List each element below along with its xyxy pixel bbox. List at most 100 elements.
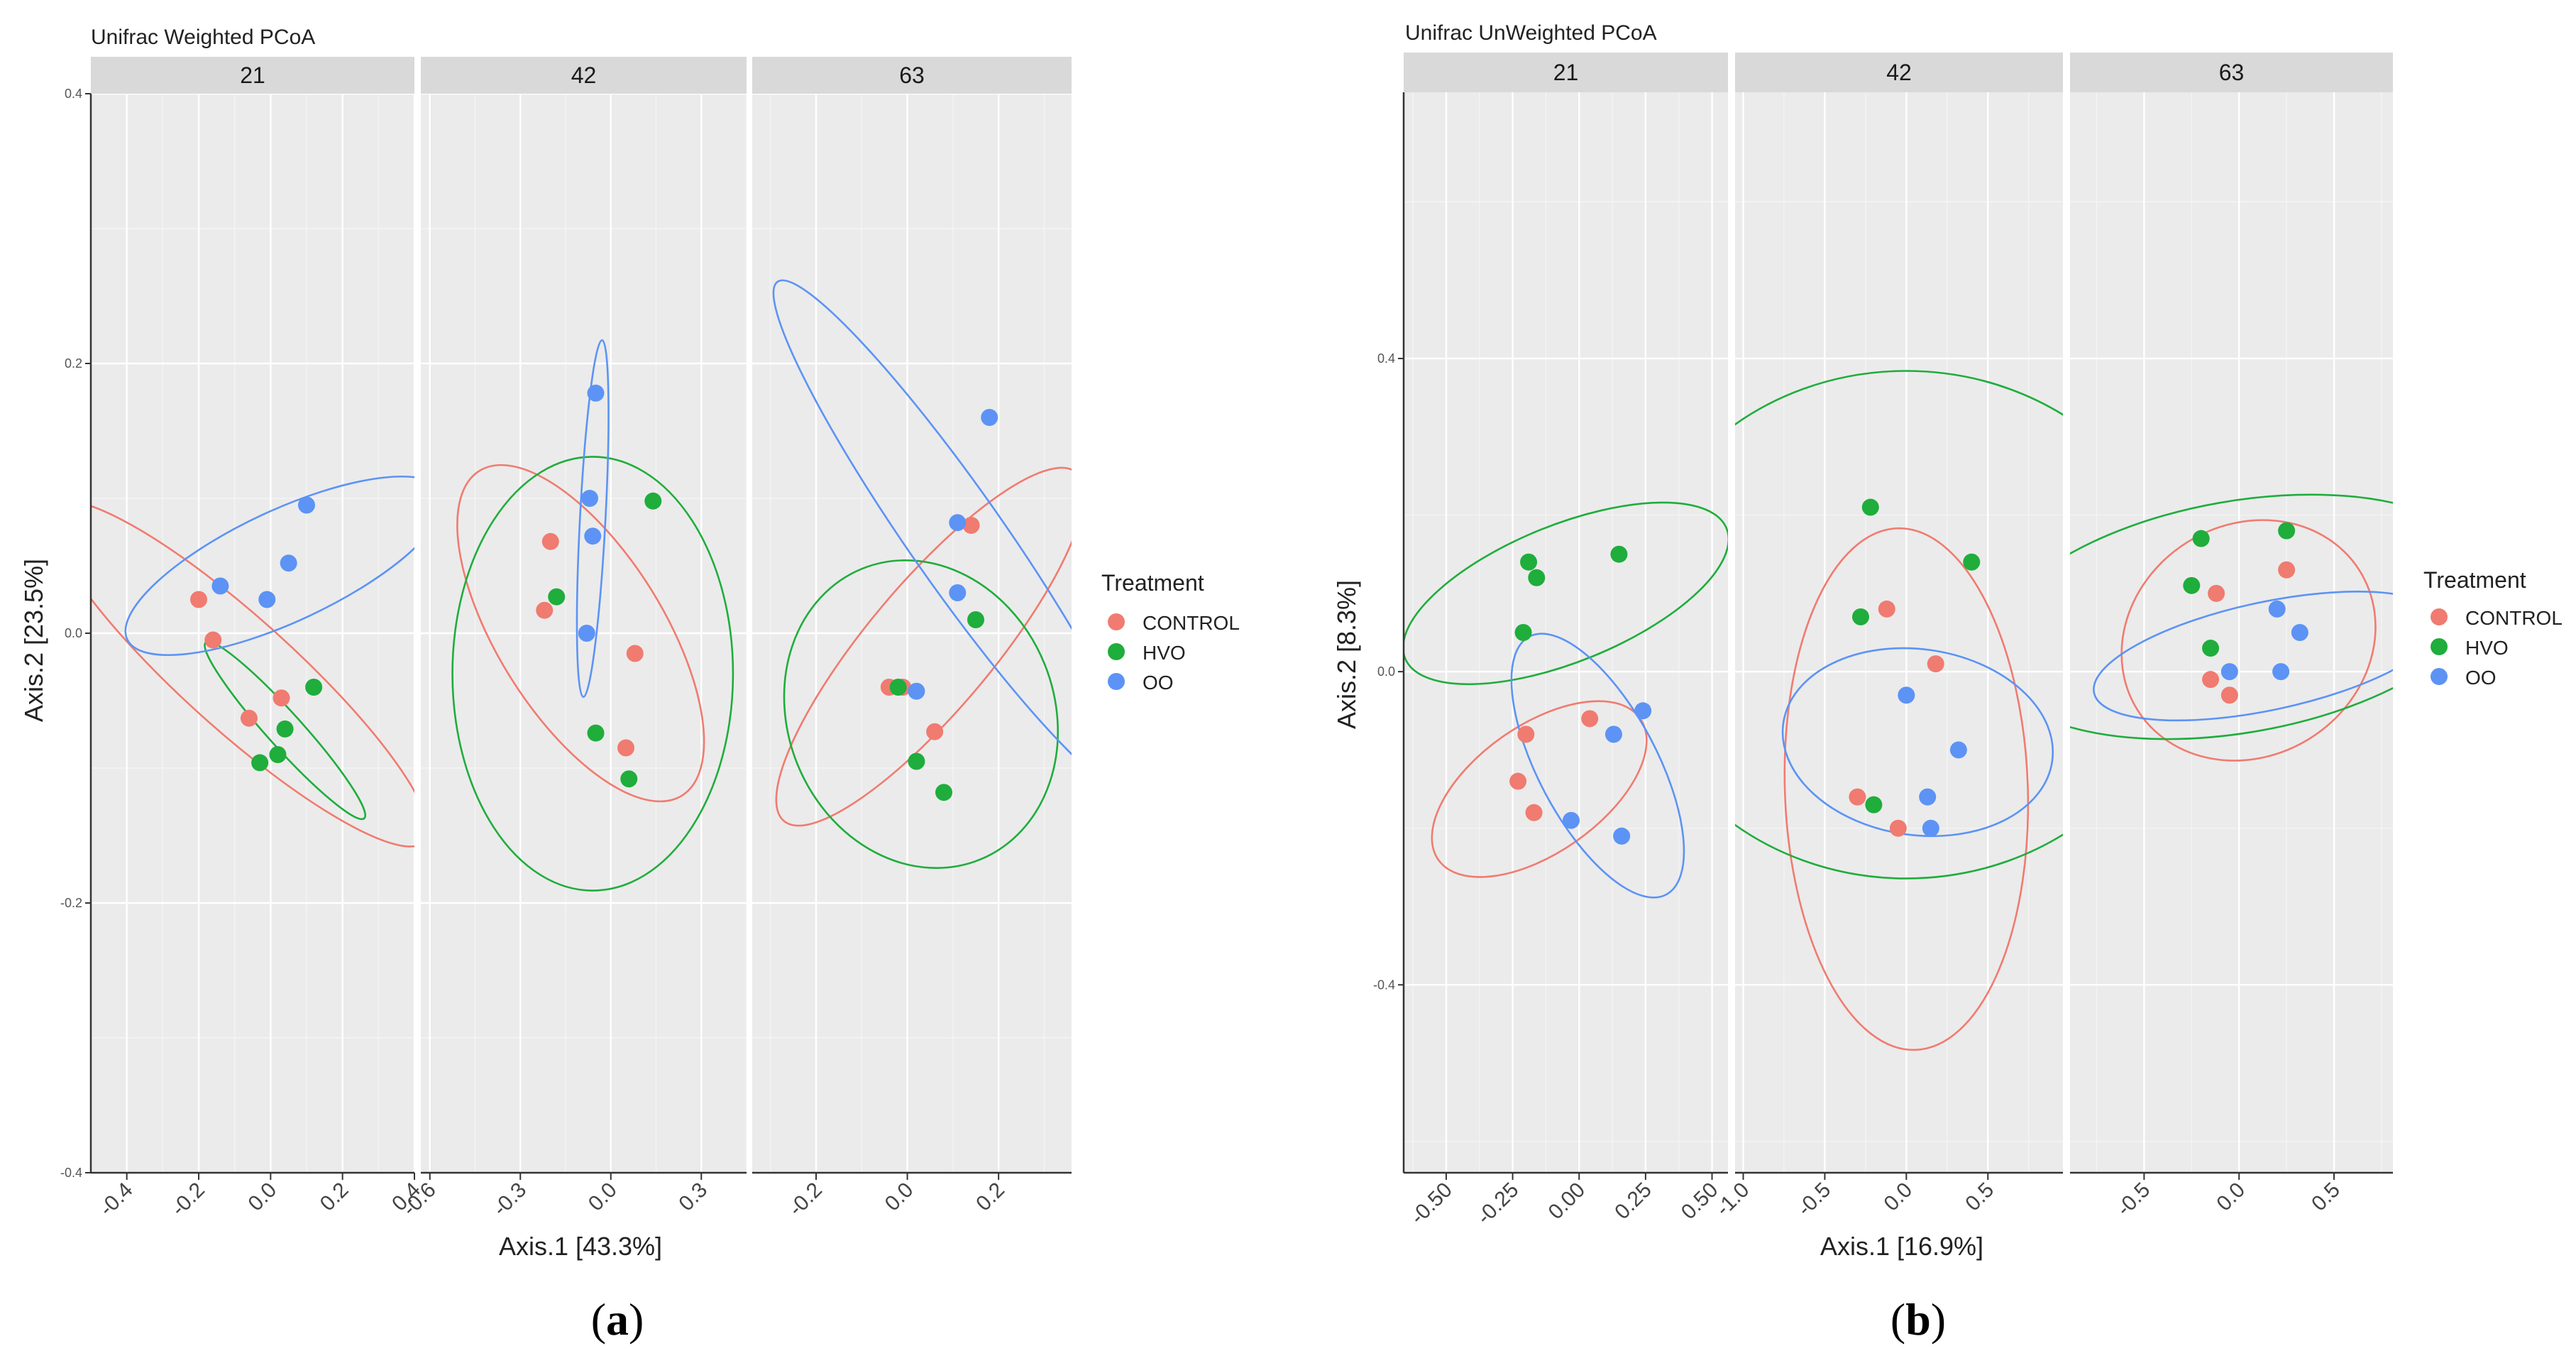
chart-a-facet-21-point-control-3 xyxy=(273,689,290,707)
chart-a-ylabel: Axis.2 [23.5%] xyxy=(19,559,48,722)
chart-a-ytick-label: -0.4 xyxy=(60,1166,82,1180)
chart-b-facet-42-strip-label: 42 xyxy=(1886,60,1912,85)
chart-a-legend-hvo: HVO xyxy=(1143,642,1186,664)
chart-a-facet-42-ellipse-control xyxy=(456,464,705,803)
chart-b-facet-21-point-control-1 xyxy=(1509,772,1527,790)
chart-b-facet-42-ellipse-oo xyxy=(1781,647,2054,838)
chart-b-facet-42-xtick-label: -0.5 xyxy=(1793,1178,1835,1221)
chart-b-facet-42-plot xyxy=(1735,92,2063,1173)
chart-a-facet-21-point-control-2 xyxy=(240,709,258,727)
chart-b-facet-21-xtick-label: -0.25 xyxy=(1473,1178,1524,1230)
chart-a-facet-21-point-hvo-3 xyxy=(305,679,323,696)
chart-a-legend: Treatment CONTROL HVO OO xyxy=(1101,570,1240,694)
chart-b-facet-63-point-oo-3 xyxy=(2291,624,2308,641)
chart-a-facet-42-strip-label: 42 xyxy=(571,62,597,88)
chart-b-facet-42-strip xyxy=(1735,53,2063,92)
chart-a-facet-42-ellipse-oo xyxy=(576,339,610,699)
chart-b-legend-hvo: HVO xyxy=(2465,637,2509,659)
chart-b-letter: (b) xyxy=(1890,1294,1946,1345)
chart-a-facet-21: 21-0.4 -0.2 0.0 0.2 0.4 xyxy=(91,57,425,1221)
chart-b-facet-42-ellipse-hvo xyxy=(1735,370,2063,880)
chart-a-ytick-label: -0.2 xyxy=(60,896,82,910)
chart-a-facet-21-xtick-label: -0.2 xyxy=(167,1178,209,1221)
chart-b-legend-swatch-oo xyxy=(2431,668,2448,685)
chart-b-facet-63-point-hvo-1 xyxy=(2192,530,2210,547)
chart-a-facet-63-point-oo-1 xyxy=(949,514,967,532)
chart-b-facet-63-point-hvo-2 xyxy=(2202,640,2220,657)
chart-b-facet-63: 63 -0.5 0.0 0.5 xyxy=(2070,53,2393,1221)
chart-a-facet-63-xtick-label: 0.0 xyxy=(881,1178,918,1216)
chart-a-facet-21-xtick-label: 0.0 xyxy=(243,1178,281,1216)
chart-a-facet-21-point-oo-3 xyxy=(298,496,315,514)
chart-a-ytick-label: 0.2 xyxy=(65,356,82,371)
chart-a-facet-63-point-oo-0 xyxy=(908,682,925,700)
chart-b-facet-63-point-control-1 xyxy=(2202,671,2220,689)
chart-a-facet-42-point-oo-1 xyxy=(584,527,602,545)
chart-a-facet-42-point-hvo-1 xyxy=(587,724,605,742)
chart-a-facet-42-point-hvo-3 xyxy=(644,492,662,510)
chart-a-facets: 21-0.4 -0.2 0.0 0.2 0.442-0.6 -0.3 0.0 0.363-0.… xyxy=(91,57,1072,1221)
chart-a-facet-42-point-hvo-0 xyxy=(548,588,566,606)
chart-b-facet-21-strip xyxy=(1404,53,1728,92)
chart-b-facet-42: 42 -1.0 -0.5 0.0 0.5 xyxy=(1712,53,2063,1221)
chart-a-facet-63-xtick-label: 0.2 xyxy=(971,1178,1009,1216)
chart-b-unweighted-pcoa: Unifrac UnWeighted PCoA Axis.2 [8.3%] Ax… xyxy=(1332,21,2563,1345)
chart-b-facet-42-point-oo-1 xyxy=(1919,788,1937,806)
chart-b-facet-42-panel xyxy=(1735,92,2063,1173)
chart-a-facet-63-strip-label: 63 xyxy=(899,62,925,88)
chart-a-ytick-label: 0.0 xyxy=(65,626,82,640)
chart-a-facet-63-point-hvo-0 xyxy=(889,679,907,696)
chart-a-facet-42: 42-0.6 -0.3 0.0 0.3 xyxy=(398,57,747,1221)
chart-a-letter: (a) xyxy=(591,1294,644,1345)
chart-a-facet-63-point-hvo-1 xyxy=(908,752,925,770)
chart-a-facet-63-point-hvo-3 xyxy=(967,611,984,628)
chart-b-facet-42-xtick-label: -1.0 xyxy=(1712,1178,1754,1221)
chart-b-facet-21-point-oo-2 xyxy=(1613,827,1631,845)
chart-b-facet-63-panel xyxy=(2070,92,2393,1173)
chart-a-facet-21-point-hvo-1 xyxy=(269,746,287,763)
chart-b-facet-21-xtick-label: 0.25 xyxy=(1610,1178,1656,1225)
chart-b-facet-21-point-hvo-0 xyxy=(1514,624,1532,641)
chart-b-facet-63-xtick-label: 0.5 xyxy=(2307,1178,2345,1216)
chart-b-ytick-label: 0.0 xyxy=(1377,664,1395,679)
chart-a-facet-42-point-control-0 xyxy=(536,601,554,619)
chart-b-facet-63-point-oo-0 xyxy=(2220,663,2238,681)
chart-b-facet-42-point-control-1 xyxy=(1878,600,1895,618)
chart-b-facet-42-point-control-3 xyxy=(1927,655,1944,673)
chart-a-ytick-label: 0.4 xyxy=(65,87,82,101)
chart-a-facet-42-plot xyxy=(421,94,747,1173)
chart-a-facet-21-point-hvo-2 xyxy=(276,720,294,738)
chart-b-facet-63-point-oo-1 xyxy=(2268,600,2286,618)
chart-b-facet-21-plot xyxy=(1404,92,1728,1173)
chart-a-facet-21-ellipse-oo xyxy=(124,475,414,657)
chart-b-ytick-label: 0.4 xyxy=(1377,351,1395,366)
chart-a-facet-63-point-oo-3 xyxy=(981,409,998,426)
chart-a-facet-21-strip-label: 21 xyxy=(240,62,265,88)
chart-a-facet-42-xtick-label: 0.0 xyxy=(584,1178,622,1216)
chart-b-facet-63-point-hvo-3 xyxy=(2278,522,2296,540)
chart-b-facet-42-point-control-0 xyxy=(1849,788,1866,806)
chart-a-legend-swatch-control xyxy=(1108,613,1125,630)
chart-b-facet-63-point-control-2 xyxy=(2220,686,2238,704)
chart-a-facet-21-point-control-1 xyxy=(204,631,222,649)
chart-b-facet-21-point-hvo-1 xyxy=(1520,553,1538,571)
chart-b-facet-42-point-hvo-0 xyxy=(1851,608,1869,625)
chart-a-facet-42-xtick-label: -0.3 xyxy=(488,1178,531,1221)
chart-a-facet-63-point-oo-2 xyxy=(949,584,967,601)
chart-a-yaxis: -0.4 -0.2 0.0 0.2 0.4 xyxy=(60,87,92,1180)
chart-a-legend-title: Treatment xyxy=(1101,570,1204,596)
chart-b-title: Unifrac UnWeighted PCoA xyxy=(1405,21,1657,45)
chart-b-facet-42-ellipse-control xyxy=(1783,527,2030,1051)
chart-a-title: Unifrac Weighted PCoA xyxy=(91,26,315,49)
chart-a-facet-63-point-control-2 xyxy=(926,723,944,740)
chart-b-legend-swatch-hvo xyxy=(2431,638,2448,655)
chart-b-legend-title: Treatment xyxy=(2423,567,2526,593)
chart-a-facet-63-plot xyxy=(752,94,1072,1173)
chart-a-facet-21-point-oo-0 xyxy=(211,577,229,595)
chart-b-legend-control: CONTROL xyxy=(2465,607,2563,629)
chart-b-legend: Treatment CONTROL HVO OO xyxy=(2423,567,2563,689)
chart-a-facet-21-point-control-0 xyxy=(190,591,207,608)
chart-b-facet-63-point-oo-2 xyxy=(2272,663,2290,681)
